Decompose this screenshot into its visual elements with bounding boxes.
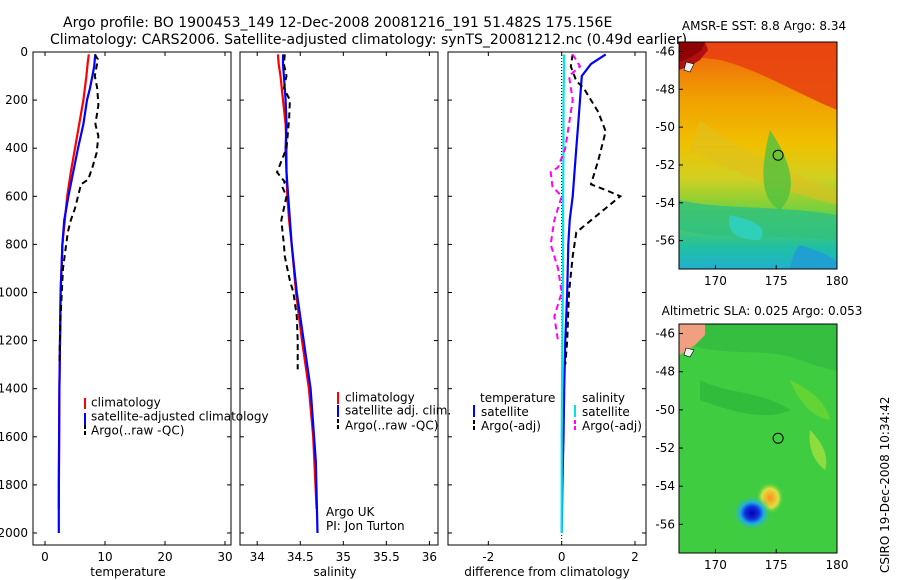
x-tick-label-2-2: 2 [631,550,639,564]
legend-clim: climatology [91,396,161,410]
x-tick-label-1-1: 34.5 [287,550,314,564]
map-y-tick-label-0-2: -50 [655,120,675,134]
diff-legend-sal-sat: satellite [582,405,630,419]
sla-map-panel: Altimetric SLA: 0.025 Argo: 0.053 170 175… [655,304,862,572]
x-tick-label-1-0: 34 [250,550,265,564]
y-tick-label-6: 1200 [0,334,28,348]
sla-argo-marker [772,432,784,444]
legend-argo: Argo(..raw -QC) [91,424,184,438]
map-y-tick-label-1-2: -50 [655,403,675,417]
diff-legend-temp: temperature [480,391,555,405]
y-tick-label-10: 2000 [0,526,28,540]
sst-argo-marker [772,149,784,161]
temperature-xlabel: temperature [90,565,165,579]
diff-legend-temp-argo: Argo(-adj) [481,419,541,433]
map-y-tick-label-0-4: -54 [655,196,675,210]
legend-sat: satellite-adjusted climatology [91,410,269,424]
x-tick-label-0-3: 30 [217,550,232,564]
x-tick-label-0-2: 20 [157,550,172,564]
map-y-tick-label-0-1: -48 [655,82,675,96]
diff-legend-temp-sat: satellite [481,405,529,419]
map-border-0 [678,41,838,270]
diff-legend-sal-argo: Argo(-adj) [582,419,642,433]
map-y-tick-label-1-5: -56 [655,517,675,531]
salinity-panel: 34 34.5 35 35.5 36 salinity climatology sate… [239,51,451,579]
salinity-legend: climatology satellite adj. clim. Argo(..… [337,391,451,433]
series-line-1-0 [276,54,318,509]
map-x-tick-label-0-2: 180 [826,274,849,288]
series-line-2-3 [549,53,582,341]
map-y-tick-label-1-3: -52 [655,441,675,455]
temperature-panel: 0 10 20 30 0 200 400 600 800 1000 1200 1400 1600 1800… [0,45,269,579]
x-tick-label-1-3: 35.5 [373,550,400,564]
sal-legend-sat: satellite adj. clim. [345,404,451,418]
sst-map-panel: AMSR-E SST: 8.8 Argo: 8.34 170 175 180 -46 -… [655,19,848,288]
y-tick-label-4: 800 [5,237,28,251]
diff-legend-sal: salinity [582,391,625,405]
annotation-line1: Argo UK [326,505,375,519]
map-y-tick-label-0-3: -52 [655,158,675,172]
salinity-xlabel: salinity [313,565,356,579]
map-x-tick-label-1-1: 175 [765,558,788,572]
difference-panel: -2 0 2 difference from climatology tempera… [447,51,647,579]
map-border-1 [678,323,838,554]
difference-axes [447,51,647,546]
map-x-tick-label-0-1: 175 [765,274,788,288]
x-tick-label-2-0: -2 [482,550,494,564]
sal-legend-argo: Argo(..raw -QC) [345,419,438,433]
map-y-tick-label-0-5: -56 [655,234,675,248]
series-line-0-2 [58,53,100,365]
map-x-tick-label-1-0: 170 [704,558,727,572]
difference-xlabel: difference from climatology [464,565,630,579]
series-line-2-2 [560,54,566,533]
series-line-1-2 [275,54,299,370]
temperature-axes [32,51,232,546]
x-tick-label-1-4: 36 [422,550,437,564]
y-tick-label-3: 600 [5,189,28,203]
series-line-2-1 [564,54,623,365]
y-tick-label-0: 0 [20,45,28,59]
series-line-2-0 [560,53,607,534]
map-y-tick-label-1-1: -48 [655,365,675,379]
annotation-line2: PI: Jon Turton [326,519,405,533]
difference-legend: temperature satellite Argo(-adj) salinit… [473,391,642,433]
map-x-tick-label-0-0: 170 [704,274,727,288]
map-y-tick-label-0-0: -46 [655,44,675,58]
salinity-axes [239,51,439,546]
sst-field [679,42,837,269]
x-tick-label-0-1: 10 [97,550,112,564]
series-line-1-1 [281,54,319,534]
y-tick-label-8: 1600 [0,430,28,444]
credit-text: CSIRO 19-Dec-2008 10:34:42 [878,396,892,573]
y-tick-label-7: 1400 [0,382,28,396]
sst-map-title: AMSR-E SST: 8.8 Argo: 8.34 [682,19,846,33]
sla-map-title: Altimetric SLA: 0.025 Argo: 0.053 [662,304,863,318]
series-line-0-1 [57,54,97,533]
sal-legend-clim: climatology [345,391,415,405]
y-tick-label-5: 1000 [0,285,28,299]
map-y-tick-label-1-0: -46 [655,327,675,341]
x-tick-label-1-2: 35 [336,550,351,564]
x-tick-label-2-1: 0 [558,550,566,564]
x-tick-label-0-0: 0 [41,550,49,564]
temperature-legend: climatology satellite-adjusted climatolo… [84,396,269,438]
y-tick-label-9: 1800 [0,478,28,492]
title-line2: Climatology: CARS2006. Satellite-adjuste… [50,32,687,48]
map-x-tick-label-1-2: 180 [826,558,849,572]
title-line1: Argo profile: BO 1900453_149 12-Dec-2008… [63,15,612,31]
sla-field [679,324,837,553]
y-tick-label-2: 400 [5,141,28,155]
map-y-tick-label-1-4: -54 [655,479,675,493]
y-tick-label-1: 200 [5,93,28,107]
